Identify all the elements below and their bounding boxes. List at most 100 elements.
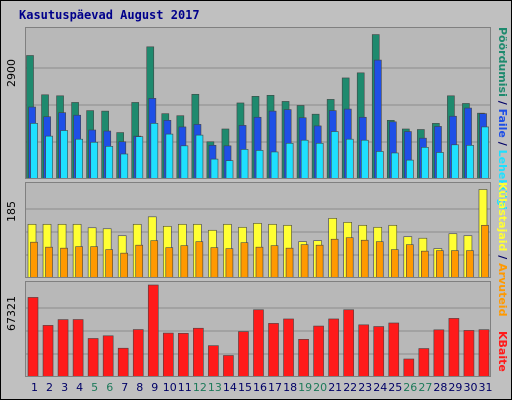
x-tick-label-19: 19 — [298, 381, 313, 394]
sites-bar-20 — [315, 244, 324, 278]
pages-bar-13 — [210, 158, 219, 179]
kbytes-bar-8 — [132, 329, 144, 377]
x-tick-label-15: 15 — [238, 381, 252, 394]
pages-bar-23 — [361, 139, 369, 179]
sites-bar-9 — [150, 240, 159, 278]
x-tick-label-21: 21 — [328, 381, 343, 394]
hits-files-pages-chart — [25, 34, 491, 179]
sites-bar-15 — [240, 242, 249, 278]
sites-bar-25 — [390, 249, 399, 278]
sites-bar-1 — [30, 241, 38, 278]
sites-bar-6 — [105, 249, 113, 278]
x-tick-label-10: 10 — [162, 381, 177, 394]
files-bar-24 — [374, 59, 382, 179]
legend-separator: / — [496, 255, 509, 260]
pages-bar-12 — [195, 134, 204, 179]
pages-bar-30 — [466, 145, 474, 179]
sites-bar-4 — [75, 246, 83, 278]
sites-bar-31 — [481, 224, 489, 278]
x-tick-label-18: 18 — [283, 381, 298, 394]
legend-kbytes: KBaite — [496, 331, 509, 372]
sites-bar-27 — [421, 250, 429, 278]
kbytes-bar-29 — [448, 318, 460, 377]
x-tick-label-26: 26 — [403, 381, 418, 394]
pages-bar-3 — [60, 130, 68, 179]
legend-hits: Pöördumisi — [496, 27, 509, 97]
x-tick-label-5: 5 — [91, 381, 99, 394]
kbytes-bar-23 — [358, 324, 370, 377]
pages-bar-24 — [376, 151, 384, 179]
pages-bar-5 — [90, 141, 99, 179]
kbytes-bar-28 — [433, 329, 445, 377]
x-tick-label-1: 1 — [31, 381, 38, 394]
x-tick-label-31: 31 — [478, 381, 493, 394]
legend-separator: / — [496, 141, 509, 146]
pages-bar-8 — [135, 136, 144, 179]
sites-bar-26 — [406, 244, 414, 278]
kbytes-bar-30 — [463, 330, 475, 377]
kbytes-bar-10 — [162, 332, 174, 377]
x-tick-label-14: 14 — [222, 381, 237, 394]
sites-bar-11 — [180, 245, 189, 278]
pages-bar-2 — [45, 135, 53, 179]
files-bar-16 — [253, 116, 262, 179]
x-tick-label-11: 11 — [177, 381, 192, 394]
sites-bar-3 — [60, 247, 68, 278]
pages-bar-28 — [436, 152, 444, 179]
visits-sites-panel — [25, 182, 491, 278]
kbytes-bar-12 — [193, 327, 204, 377]
sites-bar-23 — [360, 239, 369, 278]
kbytes-bar-31 — [478, 329, 490, 377]
pages-bar-10 — [165, 133, 174, 179]
files-bar-26 — [404, 131, 412, 179]
x-tick-label-24: 24 — [373, 381, 388, 394]
legend-sites: Arvuteid — [496, 263, 509, 317]
kbytes-bar-3 — [57, 319, 69, 377]
bottom-ymax-label: 67321 — [5, 296, 18, 331]
kbytes-bar-18 — [283, 318, 294, 377]
middle-ymax-label: 185 — [5, 201, 18, 222]
pages-bar-18 — [285, 142, 294, 179]
pages-bar-6 — [105, 146, 114, 179]
kbytes-bar-2 — [42, 325, 54, 377]
x-tick-label-4: 4 — [76, 381, 84, 394]
kbytes-bar-19 — [298, 339, 309, 377]
pages-bar-16 — [255, 150, 264, 179]
kbytes-bar-16 — [253, 309, 264, 377]
sites-bar-18 — [285, 247, 294, 278]
kbytes-bar-21 — [328, 318, 339, 377]
x-tick-label-23: 23 — [358, 381, 373, 394]
sites-bar-8 — [135, 244, 144, 278]
x-tick-label-28: 28 — [433, 381, 448, 394]
x-tick-label-22: 22 — [343, 381, 358, 394]
sites-bar-2 — [45, 246, 53, 278]
top-legend: Pöördumisi / Faile / Lehekülgi — [493, 27, 509, 210]
sites-bar-29 — [451, 250, 459, 278]
x-tick-label-17: 17 — [268, 381, 282, 394]
pages-bar-21 — [330, 131, 339, 179]
x-tick-label-29: 29 — [448, 381, 463, 394]
kbytes-bar-1 — [27, 297, 39, 377]
pages-bar-29 — [451, 144, 459, 179]
pages-bar-25 — [391, 152, 399, 179]
files-bar-17 — [268, 110, 277, 179]
files-bar-30 — [464, 107, 472, 179]
pages-bar-27 — [421, 147, 429, 179]
pages-bar-26 — [406, 159, 414, 179]
middle-legend: Külastajaid / Arvuteid — [493, 182, 509, 316]
pages-bar-15 — [240, 149, 249, 179]
kbytes-chart — [25, 284, 491, 377]
sites-bar-5 — [90, 246, 98, 278]
hits-files-pages-panel — [25, 27, 491, 179]
kbytes-bar-4 — [72, 319, 84, 377]
sites-bar-13 — [210, 247, 219, 278]
sites-bar-14 — [225, 248, 234, 278]
sites-bar-7 — [120, 252, 128, 278]
sites-bar-28 — [436, 250, 444, 278]
pages-bar-14 — [225, 160, 234, 179]
kbytes-bar-27 — [418, 348, 430, 377]
pages-bar-11 — [180, 145, 189, 179]
sites-bar-24 — [375, 241, 384, 278]
sites-bar-21 — [330, 238, 339, 278]
sites-bar-30 — [466, 250, 474, 278]
